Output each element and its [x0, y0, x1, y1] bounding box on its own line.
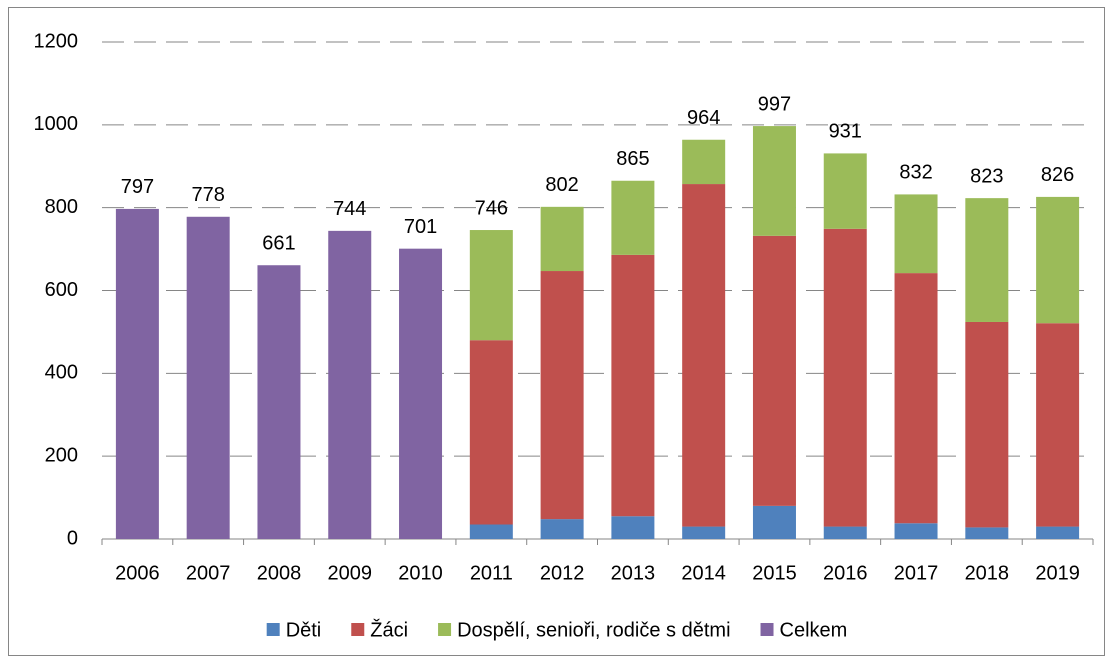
legend-label: Celkem — [780, 619, 848, 641]
x-tick-label: 2015 — [752, 562, 797, 584]
legend-swatch — [351, 623, 365, 636]
bar-segment — [823, 526, 867, 539]
x-tick-label: 2007 — [186, 562, 231, 584]
legend-label: Děti — [286, 619, 322, 641]
total-label: 997 — [758, 93, 791, 115]
total-label: 826 — [1041, 164, 1074, 186]
bar-segment — [469, 524, 513, 539]
x-tick-label: 2019 — [1035, 562, 1080, 584]
legend-label: Žáci — [370, 618, 408, 641]
y-tick-label: 1000 — [34, 113, 79, 135]
total-label: 701 — [404, 216, 437, 238]
x-tick-label: 2010 — [398, 562, 443, 584]
total-label: 778 — [191, 184, 224, 206]
bar-segment — [965, 198, 1009, 322]
x-tick-label: 2011 — [470, 562, 513, 584]
x-tick-label: 2016 — [823, 562, 868, 584]
bar-segment — [823, 228, 867, 527]
total-label: 931 — [829, 121, 862, 143]
bar-segment — [752, 235, 796, 506]
x-tick-label: 2008 — [257, 562, 302, 584]
legend-swatch — [438, 623, 452, 636]
legend-swatch — [760, 623, 774, 636]
x-tick-label: 2017 — [894, 562, 939, 584]
bar-segment — [682, 139, 726, 185]
bar-segment — [611, 254, 655, 517]
total-label: 832 — [899, 162, 932, 184]
bar-segment — [894, 273, 938, 524]
bar-segment — [894, 523, 938, 539]
bar-segment — [186, 216, 230, 540]
bar-segment — [823, 153, 867, 229]
bar-segment — [965, 321, 1009, 528]
bar-segment — [328, 230, 372, 540]
bar-segment — [611, 516, 655, 539]
bar-segment — [540, 206, 584, 272]
total-label: 964 — [687, 107, 720, 129]
bar-segment — [540, 519, 584, 539]
y-tick-label: 400 — [45, 362, 78, 384]
legend-swatch — [266, 623, 280, 636]
total-label: 865 — [616, 148, 649, 170]
y-tick-label: 1200 — [34, 30, 79, 52]
bar-segment — [752, 126, 796, 236]
total-label: 802 — [545, 174, 578, 196]
x-tick-label: 2012 — [540, 562, 585, 584]
bar-segment — [540, 271, 584, 520]
y-tick-label: 800 — [45, 196, 78, 218]
x-tick-label: 2014 — [681, 562, 726, 584]
bar-segment — [682, 184, 726, 527]
bar-segment — [257, 265, 301, 539]
bar-segment — [1036, 323, 1080, 527]
bar-segment — [1036, 196, 1080, 324]
bar-segment — [399, 248, 443, 539]
x-tick-label: 2013 — [611, 562, 656, 584]
y-tick-label: 600 — [45, 279, 78, 301]
bar-segment — [611, 180, 655, 255]
x-tick-label: 2006 — [115, 562, 160, 584]
bar-segment — [469, 230, 513, 341]
total-label: 746 — [475, 197, 508, 219]
bar-segment — [682, 526, 726, 539]
bar-segment — [469, 340, 513, 525]
legend-label: Dospělí, senioři, rodiče s dětmi — [457, 619, 730, 641]
total-label: 797 — [121, 176, 154, 198]
bar-segment — [115, 208, 159, 539]
bar-segment — [894, 194, 938, 274]
total-label: 823 — [970, 165, 1003, 187]
x-tick-label: 2009 — [328, 562, 373, 584]
bar-segment — [752, 505, 796, 539]
bar-segment — [1036, 526, 1080, 539]
y-tick-label: 200 — [45, 444, 78, 466]
x-tick-label: 2018 — [965, 562, 1010, 584]
total-label: 661 — [262, 233, 295, 255]
y-tick-label: 0 — [67, 527, 78, 549]
bar-segment — [965, 527, 1009, 539]
total-label: 744 — [333, 198, 366, 220]
